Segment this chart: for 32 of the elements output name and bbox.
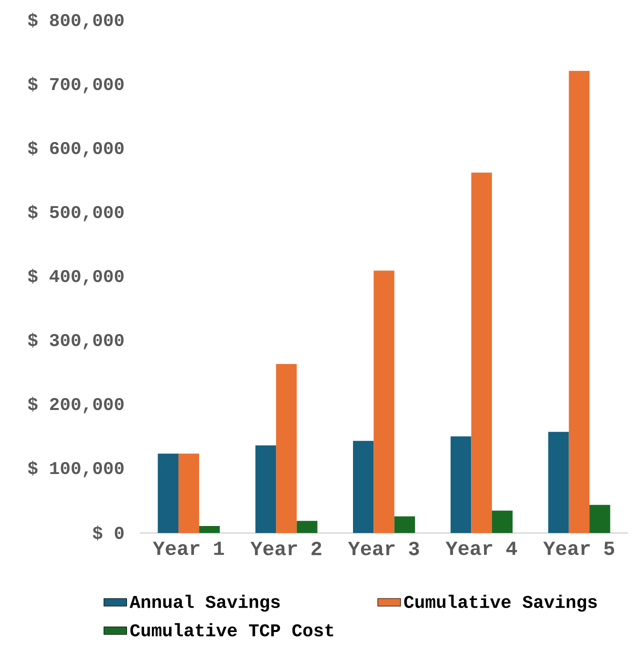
y-tick-label: $ 200,000: [28, 396, 124, 414]
y-tick-label: $ 300,000: [28, 332, 124, 350]
x-tick-label: Year 3: [348, 542, 419, 556]
bar: [450, 436, 472, 533]
x-tick-label: Year 5: [543, 542, 614, 556]
y-tick-label: $ 800,000: [28, 12, 124, 30]
y-tick-label: $ 500,000: [28, 204, 124, 222]
bar: [199, 526, 220, 533]
bar: [590, 504, 610, 533]
x-tick-label: Year 1: [152, 542, 224, 556]
y-tick-label: $ 0: [92, 526, 124, 540]
bar: [255, 445, 276, 533]
bar: [158, 454, 178, 533]
bar: [394, 516, 415, 533]
legend-label: Cumulative Savings: [404, 594, 597, 612]
bar: [276, 364, 297, 533]
bar: [568, 70, 590, 533]
bar: [471, 172, 492, 533]
y-tick-label: $ 400,000: [28, 268, 124, 286]
y-tick-label: $ 700,000: [28, 76, 124, 94]
bar: [492, 510, 513, 533]
x-tick-label: Year 4: [446, 542, 517, 556]
bar: [374, 270, 394, 533]
bar: [296, 520, 318, 533]
bar: [178, 454, 200, 533]
y-tick-label: $ 100,000: [28, 460, 124, 478]
legend-label: Annual Savings: [130, 594, 280, 612]
x-tick-label: Year 2: [250, 542, 322, 556]
legend-label: Cumulative TCP Cost: [130, 623, 334, 636]
bar: [548, 432, 569, 533]
y-tick-label: $ 600,000: [28, 140, 124, 158]
bar: [353, 440, 374, 533]
